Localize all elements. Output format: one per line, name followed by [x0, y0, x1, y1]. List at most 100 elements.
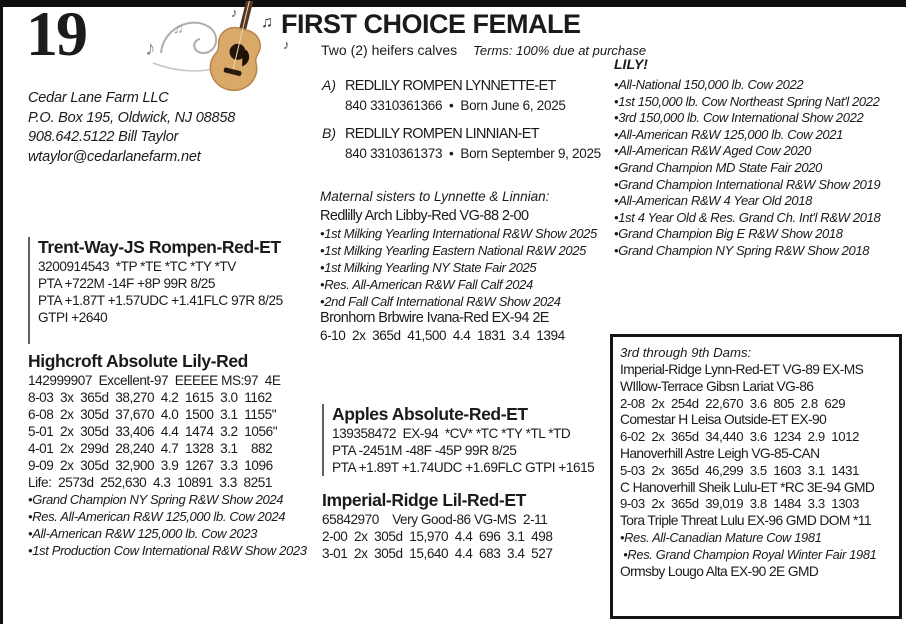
- sire-block: Trent-Way-JS Rompen-Red-ET 3200914543 *T…: [28, 237, 283, 344]
- sister-name: Redlilly Arch Libby-Red VG-88 2-00: [320, 208, 529, 224]
- award-line: •All-National 150,000 lb. Cow 2022: [614, 77, 804, 92]
- production-record: 2-00 2x 305d 15,970 4.4 696 3.1 498: [322, 529, 553, 544]
- consignor-email: wtaylor@cedarlanefarm.net: [28, 148, 201, 165]
- dams-line-list: Imperial-Ridge Lynn-Red-ET VG-89 EX-MS WI…: [620, 362, 892, 580]
- calf-entry: A) REDLILY ROMPEN LYNNETTE-ET 840 3310361…: [322, 77, 601, 113]
- music-note-icon: ♫: [173, 20, 184, 36]
- calf-entry: B) REDLILY ROMPEN LINNIAN-ET 840 33103613…: [322, 125, 601, 161]
- production-record: 8-03 3x 365d 38,270 4.2 1615 3.0 1162: [28, 390, 272, 405]
- music-note-icon: ♪: [145, 37, 156, 60]
- award-line: •3rd 150,000 lb. Cow International Show …: [614, 110, 864, 126]
- heifer-count-text: Two (2) heifers calves: [321, 42, 458, 58]
- dams-line: •Res. All-Canadian Mature Cow 1981: [620, 529, 822, 545]
- left-rule: [0, 0, 3, 624]
- dams-line: Imperial-Ridge Lynn-Red-ET VG-89 EX-MS: [620, 362, 864, 377]
- sister-award-list: •1st Milking Yearling International R&W …: [320, 225, 597, 310]
- second-sire-data-lines: 139358472 EX-94 *CV* *TC *TY *TL *TD PTA …: [332, 425, 595, 476]
- award-line: •Grand Champion NY Spring R&W Show 2024: [28, 492, 284, 507]
- award-line: •Res. All-American R&W 125,000 lb. Cow 2…: [28, 509, 286, 524]
- dams-line: 6-02 2x 365d 34,440 3.6 1234 2.9 1012: [620, 429, 860, 445]
- award-line: •All-American R&W 125,000 lb. Cow 2021: [614, 126, 843, 142]
- dams-line: •Res. Grand Champion Royal Winter Fair 1…: [620, 546, 877, 562]
- lily-awards-section: LILY! •All-National 150,000 lb. Cow 2022…: [614, 56, 906, 260]
- award-line: •1st 150,000 lb. Cow Northeast Spring Na…: [614, 93, 880, 109]
- top-rule: [0, 0, 906, 7]
- production-record: 4-01 2x 299d 28,240 4.7 1328 3.1 882: [28, 441, 273, 456]
- dam-award-list: •Grand Champion NY Spring R&W Show 2024 •…: [28, 491, 307, 559]
- second-dam-name: Imperial-Ridge Lil-Red-ET: [322, 490, 526, 510]
- lot-subtitle: Two (2) heifers calves Terms: 100% due at…: [321, 42, 646, 58]
- lily-heading: LILY!: [614, 56, 648, 72]
- award-line: •Grand Champion Big E R&W Show 2018: [614, 226, 843, 242]
- pedigree-line: GTPI +2640: [38, 310, 108, 325]
- music-note-icon: ♪: [231, 5, 238, 20]
- dams-line: Comestar H Leisa Outside-ET EX-90: [620, 412, 827, 428]
- music-note-icon: ♫: [261, 14, 273, 31]
- maternal-sisters-section: Maternal sisters to Lynnette & Linnian: …: [320, 189, 597, 344]
- lily-award-list: •All-National 150,000 lb. Cow 2022 •1st 1…: [614, 77, 906, 260]
- granddam-record: 6-10 2x 365d 41,500 4.4 1831 3.4 1394: [320, 328, 565, 343]
- calf-name: REDLILY ROMPEN LYNNETTE-ET: [345, 78, 556, 94]
- dams-line: 5-03 2x 365d 46,299 3.5 1603 3.1 1431: [620, 462, 860, 478]
- calf-id-line: 840 3310361366 • Born June 6, 2025: [345, 98, 566, 113]
- pedigree-line: 3200914543 *TP *TE *TC *TY *TV: [38, 259, 236, 274]
- pedigree-line: PTA -2451M -48F -45P 99R 8/25: [332, 443, 517, 458]
- production-record: Life: 2573d 252,630 4.3 10891 3.3 8251: [28, 475, 272, 490]
- production-record: 6-08 2x 305d 37,670 4.0 1500 3.1 1155": [28, 407, 277, 422]
- pedigree-line: 139358472 EX-94 *CV* *TC *TY *TL *TD: [332, 426, 571, 441]
- calf-label: A): [322, 77, 336, 93]
- award-line: •1st Milking Yearling NY State Fair 2025: [320, 260, 537, 275]
- dams-line: C Hanoverhill Sheik Lulu-ET *RC 3E-94 GM…: [620, 479, 875, 495]
- award-line: •1st Milking Yearling Eastern National R…: [320, 243, 587, 258]
- dams-box-heading: 3rd through 9th Dams:: [620, 345, 752, 360]
- second-sire-block: Apples Absolute-Red-ET 139358472 EX-94 *…: [322, 404, 595, 476]
- second-dam-record-list: 2-00 2x 305d 15,970 4.4 696 3.1 498 3-01 …: [322, 528, 553, 562]
- production-record: 3-01 2x 305d 15,640 4.4 683 3.4 527: [322, 546, 553, 561]
- award-line: •Grand Champion MD State Fair 2020: [614, 159, 822, 175]
- dams-line: WIllow-Terrace Gibsn Lariat VG-86: [620, 378, 814, 394]
- dams-line: Ormsby Lougo Alta EX-90 2E GMD: [620, 563, 819, 579]
- dams-line: 2-08 2x 254d 22,670 3.6 805 2.8 629: [620, 395, 846, 411]
- pedigree-line: PTA +1.89T +1.74UDC +1.69FLC GTPI +1615: [332, 460, 595, 475]
- dams-line: Tora Triple Threat Lulu EX-96 GMD DOM *1…: [620, 513, 872, 529]
- dam-record-list: 8-03 3x 365d 38,270 4.2 1615 3.0 1162 6-0…: [28, 389, 307, 491]
- dam-block: Highcroft Absolute Lily-Red 142999907 Ex…: [28, 351, 307, 559]
- award-line: •All-American R&W 125,000 lb. Cow 2023: [28, 526, 257, 541]
- dam-name: Highcroft Absolute Lily-Red: [28, 351, 248, 371]
- consignor-name: Cedar Lane Farm LLC: [28, 90, 169, 106]
- award-line: •All-American R&W 4 Year Old 2018: [614, 193, 812, 209]
- consignor-info: Cedar Lane Farm LLC P.O. Box 195, Oldwic…: [28, 89, 235, 167]
- maternal-sisters-intro: Maternal sisters to Lynnette & Linnian:: [320, 189, 550, 204]
- second-dam-score-line: 65842970 Very Good-86 VG-MS 2-11: [322, 512, 548, 527]
- production-record: 9-09 2x 305d 32,900 3.9 1267 3.3 1096: [28, 458, 273, 473]
- guitar-icon: ♪ ♫ ♪ ♫ ♪ ♬: [145, 0, 290, 92]
- calf-label: B): [322, 125, 336, 141]
- consignor-phone: 908.642.5122 Bill Taylor: [28, 129, 179, 145]
- second-dam-block: Imperial-Ridge Lil-Red-ET 65842970 Very …: [322, 490, 553, 562]
- pedigree-line: PTA +1.87T +1.57UDC +1.41FLC 97R 8/25: [38, 293, 283, 308]
- award-line: •Grand Champion International R&W Show 2…: [614, 176, 881, 192]
- music-note-icon: ♪: [283, 37, 290, 52]
- dams-history-box: 3rd through 9th Dams: Imperial-Ridge Lyn…: [610, 334, 902, 619]
- dam-score-line: 142999907 Excellent-97 EEEEE MS:97 4E: [28, 373, 281, 388]
- dams-line: Hanoverhill Astre Leigh VG-85-CAN: [620, 445, 820, 461]
- page-title: FIRST CHOICE FEMALE: [281, 9, 581, 39]
- production-record: 5-01 2x 305d 33,406 4.4 1474 3.2 1056": [28, 424, 278, 439]
- sire-data-lines: 3200914543 *TP *TE *TC *TY *TV PTA +722M …: [38, 258, 283, 326]
- dams-line: 9-03 2x 365d 39,019 3.8 1484 3.3 1303: [620, 496, 860, 512]
- award-line: •Grand Champion NY Spring R&W Show 2018: [614, 242, 870, 258]
- lot-number: 19: [26, 0, 88, 69]
- terms-text: Terms: 100% due at purchase: [473, 43, 647, 58]
- sire-name: Trent-Way-JS Rompen-Red-ET: [38, 237, 281, 257]
- granddam-name: Bronhorn Brbwire Ivana-Red EX-94 2E: [320, 310, 549, 326]
- calf-name-line: B) REDLILY ROMPEN LINNIAN-ET: [322, 125, 601, 143]
- guitar-music-artwork: ♪ ♫ ♪ ♫ ♪ ♬: [143, 0, 313, 97]
- calf-name-line: A) REDLILY ROMPEN LYNNETTE-ET: [322, 77, 601, 95]
- award-line: •Res. All-American R&W Fall Calf 2024: [320, 277, 533, 292]
- consignor-address: P.O. Box 195, Oldwick, NJ 08858: [28, 109, 236, 126]
- award-line: •2nd Fall Calf International R&W Show 20…: [320, 294, 561, 309]
- award-line: •1st Production Cow International R&W Sh…: [28, 543, 307, 558]
- award-line: •1st 4 Year Old & Res. Grand Ch. Int'l R…: [614, 209, 881, 225]
- pedigree-line: PTA +722M -14F +8P 99R 8/25: [38, 276, 216, 291]
